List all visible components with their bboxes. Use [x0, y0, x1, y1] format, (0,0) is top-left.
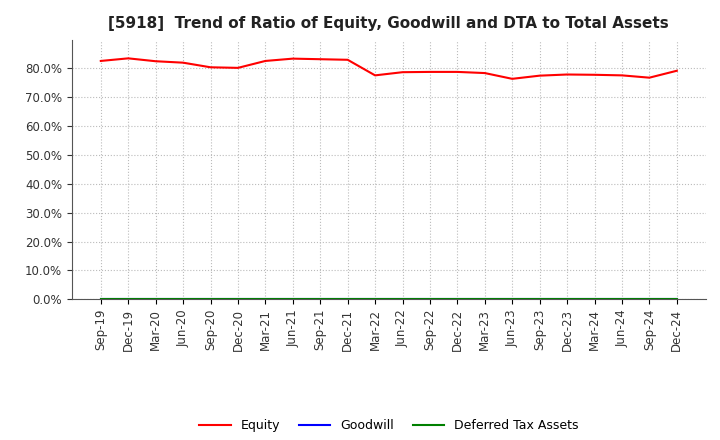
Goodwill	[508, 297, 516, 302]
Equity	[124, 56, 132, 61]
Deferred Tax Assets	[398, 297, 407, 302]
Goodwill	[480, 297, 489, 302]
Goodwill	[618, 297, 626, 302]
Deferred Tax Assets	[508, 297, 516, 302]
Goodwill	[316, 297, 325, 302]
Equity	[233, 65, 242, 70]
Deferred Tax Assets	[179, 297, 187, 302]
Equity	[590, 72, 599, 77]
Goodwill	[151, 297, 160, 302]
Goodwill	[590, 297, 599, 302]
Equity	[536, 73, 544, 78]
Deferred Tax Assets	[645, 297, 654, 302]
Equity	[371, 73, 379, 78]
Goodwill	[206, 297, 215, 302]
Line: Equity: Equity	[101, 59, 677, 79]
Goodwill	[672, 297, 681, 302]
Deferred Tax Assets	[672, 297, 681, 302]
Deferred Tax Assets	[343, 297, 352, 302]
Equity	[316, 57, 325, 62]
Equity	[206, 65, 215, 70]
Legend: Equity, Goodwill, Deferred Tax Assets: Equity, Goodwill, Deferred Tax Assets	[194, 414, 583, 437]
Deferred Tax Assets	[233, 297, 242, 302]
Equity	[343, 57, 352, 62]
Deferred Tax Assets	[590, 297, 599, 302]
Deferred Tax Assets	[480, 297, 489, 302]
Deferred Tax Assets	[151, 297, 160, 302]
Deferred Tax Assets	[536, 297, 544, 302]
Goodwill	[96, 297, 105, 302]
Goodwill	[124, 297, 132, 302]
Equity	[426, 69, 434, 74]
Equity	[179, 60, 187, 65]
Deferred Tax Assets	[563, 297, 572, 302]
Equity	[672, 68, 681, 73]
Goodwill	[179, 297, 187, 302]
Equity	[151, 59, 160, 64]
Deferred Tax Assets	[261, 297, 270, 302]
Goodwill	[563, 297, 572, 302]
Goodwill	[536, 297, 544, 302]
Equity	[645, 75, 654, 81]
Deferred Tax Assets	[426, 297, 434, 302]
Goodwill	[426, 297, 434, 302]
Deferred Tax Assets	[289, 297, 297, 302]
Equity	[618, 73, 626, 78]
Deferred Tax Assets	[453, 297, 462, 302]
Goodwill	[398, 297, 407, 302]
Equity	[96, 59, 105, 64]
Equity	[508, 76, 516, 81]
Goodwill	[289, 297, 297, 302]
Deferred Tax Assets	[206, 297, 215, 302]
Deferred Tax Assets	[371, 297, 379, 302]
Deferred Tax Assets	[618, 297, 626, 302]
Goodwill	[233, 297, 242, 302]
Equity	[398, 70, 407, 75]
Equity	[261, 59, 270, 64]
Deferred Tax Assets	[124, 297, 132, 302]
Deferred Tax Assets	[96, 297, 105, 302]
Equity	[563, 72, 572, 77]
Deferred Tax Assets	[316, 297, 325, 302]
Title: [5918]  Trend of Ratio of Equity, Goodwill and DTA to Total Assets: [5918] Trend of Ratio of Equity, Goodwil…	[109, 16, 669, 32]
Equity	[480, 70, 489, 76]
Goodwill	[371, 297, 379, 302]
Goodwill	[645, 297, 654, 302]
Equity	[453, 69, 462, 74]
Goodwill	[261, 297, 270, 302]
Equity	[289, 56, 297, 61]
Goodwill	[453, 297, 462, 302]
Goodwill	[343, 297, 352, 302]
